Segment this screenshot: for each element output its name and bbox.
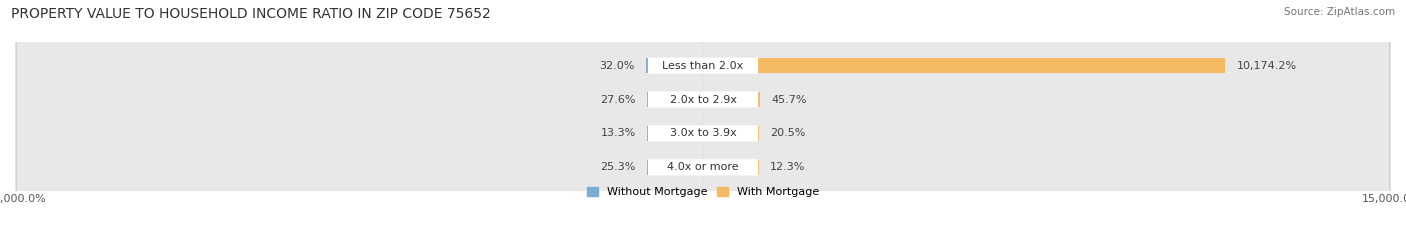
Text: Less than 2.0x: Less than 2.0x xyxy=(662,61,744,71)
Text: 27.6%: 27.6% xyxy=(599,95,636,105)
Text: 10,174.2%: 10,174.2% xyxy=(1237,61,1296,71)
FancyBboxPatch shape xyxy=(648,92,758,108)
Text: 12.3%: 12.3% xyxy=(770,162,806,172)
Text: 45.7%: 45.7% xyxy=(772,95,807,105)
Bar xyxy=(758,58,1226,73)
Text: 13.3%: 13.3% xyxy=(600,128,636,138)
Text: 4.0x or more: 4.0x or more xyxy=(668,162,738,172)
FancyBboxPatch shape xyxy=(17,0,1389,233)
Text: 32.0%: 32.0% xyxy=(599,61,636,71)
FancyBboxPatch shape xyxy=(17,0,1389,233)
FancyBboxPatch shape xyxy=(648,159,758,175)
Bar xyxy=(647,58,648,73)
Bar xyxy=(758,92,761,107)
Text: PROPERTY VALUE TO HOUSEHOLD INCOME RATIO IN ZIP CODE 75652: PROPERTY VALUE TO HOUSEHOLD INCOME RATIO… xyxy=(11,7,491,21)
Text: 3.0x to 3.9x: 3.0x to 3.9x xyxy=(669,128,737,138)
Text: 25.3%: 25.3% xyxy=(600,162,636,172)
Legend: Without Mortgage, With Mortgage: Without Mortgage, With Mortgage xyxy=(588,187,818,197)
FancyBboxPatch shape xyxy=(17,0,1389,233)
Text: 2.0x to 2.9x: 2.0x to 2.9x xyxy=(669,95,737,105)
FancyBboxPatch shape xyxy=(648,58,758,74)
FancyBboxPatch shape xyxy=(17,0,1389,233)
Text: Source: ZipAtlas.com: Source: ZipAtlas.com xyxy=(1284,7,1395,17)
FancyBboxPatch shape xyxy=(648,125,758,141)
Text: 20.5%: 20.5% xyxy=(770,128,806,138)
